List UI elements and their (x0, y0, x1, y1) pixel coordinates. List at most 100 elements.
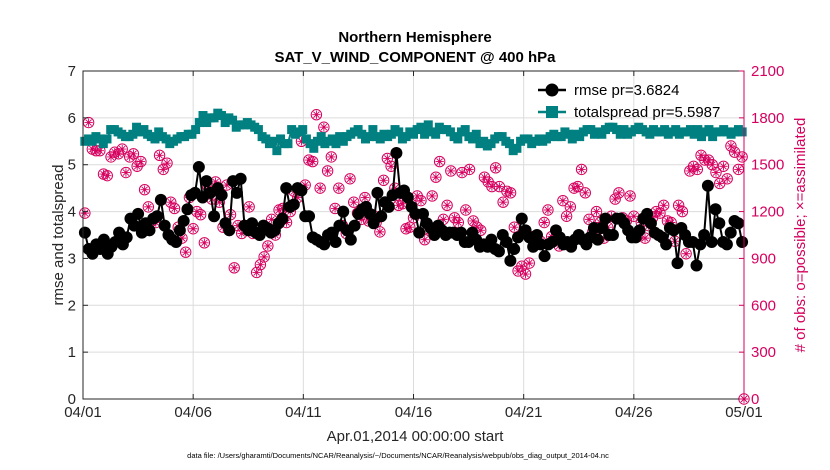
obs-point (321, 165, 334, 177)
obs-point (460, 204, 472, 216)
totalspread-point (191, 125, 201, 135)
obs-point (127, 148, 140, 160)
obs-point (489, 162, 502, 174)
totalspread-point (132, 122, 142, 132)
x-axis-label: Apr.01,2014 00:00:00 start (327, 428, 505, 445)
totalspread-point (154, 127, 164, 137)
legend-totalspread-label: totalspread pr=5.5987 (574, 104, 720, 121)
obs-point (467, 215, 479, 227)
rmse-point (671, 257, 684, 270)
legend-rmse-marker (545, 83, 559, 97)
rmse-point (736, 236, 749, 249)
rmse-point (454, 226, 467, 239)
rmse-point (530, 229, 543, 241)
rmse-point (485, 233, 498, 246)
rmse-point (329, 236, 342, 249)
y-left-tick-label: 7 (68, 63, 76, 80)
obs-point (721, 173, 733, 185)
obs-point (426, 190, 438, 202)
obs-point (613, 187, 625, 199)
totalspread-point (697, 132, 707, 142)
totalspread-point (445, 127, 455, 137)
obs-point (254, 258, 267, 271)
obs-point (157, 163, 169, 176)
totalspread-point (102, 134, 112, 144)
totalspread-point (486, 139, 496, 149)
rmse-point (694, 238, 707, 251)
rmse-point (401, 191, 414, 204)
obs-point (101, 169, 113, 182)
obs-point (497, 196, 509, 208)
totalspread-point (394, 127, 404, 137)
totalspread-point (468, 134, 478, 144)
obs-point (732, 163, 745, 176)
rmse-point (78, 226, 91, 239)
rmse-point (280, 182, 293, 195)
rmse-point (660, 238, 673, 251)
obs-point (523, 257, 535, 269)
totalspread-point (228, 115, 238, 125)
axes: 04/01 04/06 04/11 04/16 04/21 04/26 05/0101234… (64, 63, 784, 421)
totalspread-point (386, 129, 396, 139)
rmse-point (371, 186, 384, 199)
obs-point (120, 166, 132, 179)
rmse-point (709, 203, 722, 216)
obs-point (142, 201, 155, 213)
rmse-point (599, 212, 612, 225)
rmse-point (344, 233, 357, 246)
rmse-point (713, 217, 726, 230)
obs-point (314, 182, 326, 194)
totalspread-point (645, 129, 655, 139)
rmse-point (375, 210, 388, 223)
rmse-point (500, 236, 513, 249)
totalspread-point (693, 125, 703, 135)
obs-point (138, 184, 151, 196)
totalspread-point (375, 134, 385, 144)
y-left-tick-label: 1 (68, 344, 76, 361)
obs-point (82, 116, 95, 129)
obs-point (250, 266, 263, 279)
rmse-point (363, 207, 376, 220)
rmse-point (504, 254, 517, 267)
obs-point (456, 166, 468, 179)
obs-point (306, 155, 319, 168)
obs-point (725, 140, 737, 152)
rmse-point (97, 233, 110, 246)
totalspread-point (737, 127, 747, 137)
rmse-point (644, 217, 657, 230)
obs-point (493, 180, 506, 193)
rmse-point (170, 236, 183, 249)
obs-point (243, 201, 255, 213)
obs-point (680, 248, 692, 260)
rmse-point (641, 207, 654, 220)
rmse-point (348, 219, 361, 232)
totalspread-point (671, 125, 681, 135)
totalspread-point (309, 143, 319, 153)
y-left-tick-label: 4 (68, 204, 76, 221)
obs-point (404, 221, 416, 233)
x-tick-label: 04/06 (174, 404, 212, 421)
rmse-point (337, 205, 350, 218)
rmse-point (367, 217, 380, 230)
obs-point (385, 160, 397, 172)
totalspread-point (708, 132, 718, 142)
totalspread-point (139, 125, 149, 135)
rmse-point (173, 224, 186, 237)
y-left-tick-label: 3 (68, 250, 76, 267)
totalspread-point (87, 136, 97, 146)
obs-point (310, 109, 323, 121)
rmse-point (192, 161, 205, 174)
totalspread-point (431, 129, 441, 139)
rmse-point (215, 189, 228, 202)
obs-point (325, 151, 338, 163)
rmse-point (538, 250, 551, 263)
totalspread-point (420, 129, 430, 139)
obs-point (348, 196, 360, 208)
rmse-point (606, 229, 619, 241)
totalspread-point (194, 118, 204, 128)
y-right-tick-label: 1200 (751, 204, 784, 221)
obs-point (508, 221, 521, 233)
y-right-tick-label: 1800 (751, 110, 784, 127)
obs-point (168, 202, 181, 215)
